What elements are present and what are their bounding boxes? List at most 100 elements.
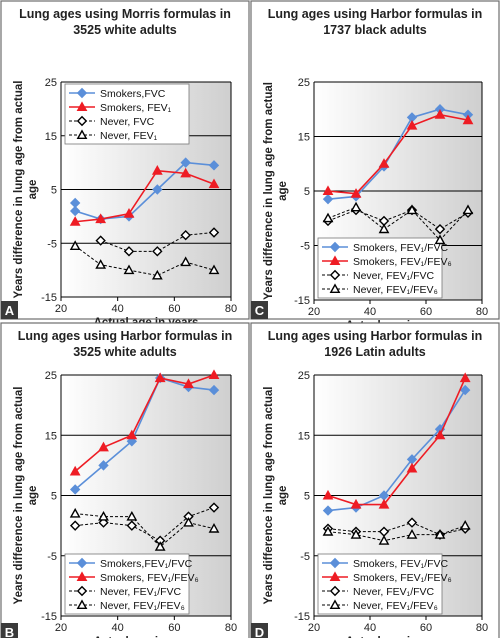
panel-C-series-1 [322, 109, 474, 198]
panel-C-title-line: Lung ages using Harbor formulas in [268, 7, 483, 21]
panel-D-series-0-point [460, 384, 471, 396]
panel-A-series-2-point [95, 235, 106, 246]
panel-C-legend-swatch-marker [329, 283, 341, 294]
panel-A-series-1-point [180, 167, 192, 178]
panel-D-legend-swatch-marker [329, 571, 341, 582]
panel-D-legend-label: Never, FEV₁/FEV₆ [353, 600, 438, 612]
panel-A-legend-swatch-marker [76, 129, 88, 140]
panel-D-letter-badge [251, 623, 268, 638]
panel-C-series-1-point [434, 109, 446, 119]
panel-B-series-3-point [154, 541, 166, 551]
panel-C-legend-label: Smokers, FEV₁/FVC [353, 242, 449, 254]
panel-A-series-3-point [123, 264, 135, 275]
panel-D-x-tick-label: 20 [308, 622, 320, 634]
panel-A-letter: A [5, 303, 15, 318]
panel-A-y-tick-label: -5 [47, 238, 57, 250]
panel-B-y-axis-label-line: age [27, 486, 39, 506]
panel-D-y-tick-label: 15 [298, 430, 310, 442]
panel-A: Lung ages using Morris formulas in 3525 w… [0, 0, 250, 329]
panel-A-y-tick-label: -15 [41, 292, 57, 304]
panel-C-legend-label: Never, FEV₁/FEV₆ [353, 284, 438, 296]
panel-B-x-axis-label: Actual age in years [94, 636, 199, 638]
panel-A-series-3-point [151, 269, 163, 280]
panel-B-y-tick-label: -5 [47, 551, 57, 563]
panel-C-letter-badge [251, 301, 268, 319]
panel-D-legend-label: Smokers, FEV₁/FEV₆ [353, 572, 452, 584]
panel-A-legend-swatch-marker [76, 87, 88, 99]
panel-D-letter: D [255, 625, 264, 638]
panel-B-y-tick-label: 15 [45, 430, 57, 442]
panel-D-series-1-line [327, 377, 466, 506]
panel-D-title-line: Lung ages using Harbor formulas in [268, 329, 483, 343]
panel-D-series-2-point [406, 517, 418, 528]
panel-D-y-tick-label: 25 [298, 370, 310, 382]
panel-C-series-3-point [378, 223, 390, 234]
panel-A-series-2 [95, 227, 220, 257]
panel-B-series-0-point [98, 460, 109, 471]
panel-A-x-tick-label: 60 [168, 303, 180, 315]
panel-C-y-axis-label-line: Years difference in lung age from actual [263, 82, 275, 300]
panel-C-series-3-point [434, 234, 446, 245]
panel-B-series-0-point [69, 484, 81, 495]
panel-B-y-tick-label: -15 [41, 611, 57, 623]
panel-D-legend-label: Never, FEV₁/FVC [353, 586, 435, 598]
panel-C-series-1-point [462, 114, 474, 125]
panel-B-series-2-point [69, 520, 81, 531]
panel-B-title-line: Lung ages using Harbor formulas in [18, 329, 233, 343]
panel-D-series-3-line [327, 525, 466, 542]
panel-D-series-1 [322, 372, 471, 509]
panel-C-legend-label: Never, FEV₁/FVC [353, 270, 435, 282]
panel-D-series-3-point [378, 535, 390, 545]
panel-B-series-1-point [183, 378, 194, 389]
panel-C-series-1-point [406, 119, 418, 130]
panel-D-series-3-point [459, 519, 471, 530]
panel-B-legend-swatch-marker [76, 585, 88, 597]
panel-A-series-2-point [123, 246, 135, 257]
panel-C-series-3-line [327, 206, 469, 241]
panel-D-y-tick-label: -5 [300, 551, 310, 563]
panel-C-y-axis-label-line: age [277, 181, 289, 201]
panel-B-series-2-point [126, 520, 138, 531]
panel-A-legend-label: Never, FVC [100, 116, 155, 128]
panel-D-title-line: 1926 Latin adults [324, 345, 425, 359]
panel-D-legend-label: Smokers, FEV₁/FVC [353, 558, 449, 570]
panel-B-x-tick-label: 60 [168, 622, 180, 634]
panel-C-legend-swatch-marker [329, 241, 341, 253]
panel-B-series-1-point [208, 369, 220, 380]
panel-D-series-1-point [378, 498, 390, 509]
panel-A-series-3-point [208, 264, 220, 275]
panel-C-series-3-point [406, 204, 418, 215]
panel-A-series-1-point [69, 216, 81, 226]
panel-B-series-3 [69, 507, 220, 551]
panel-D: Lung ages using Harbor formulas in 1926 L… [250, 322, 500, 638]
panel-A-y-axis-label-line: age [27, 180, 39, 200]
panel-A-series-1-point [95, 213, 107, 224]
panel-A-series-1-point [208, 178, 220, 189]
panel-C-series-2-point [434, 223, 446, 235]
panel-C-legend-swatch-marker [329, 255, 341, 266]
panel-C-y-tick-label: 15 [298, 132, 310, 144]
panel-A-legend-label: Smokers, FEV₁ [100, 102, 172, 114]
panel-A-letter-badge [1, 301, 18, 319]
panel-B-legend-swatch-marker [76, 557, 88, 569]
panel-B-series-2-point [208, 502, 220, 513]
panel-B-x-tick-label: 20 [55, 622, 67, 634]
panel-C-y-tick-label: 25 [298, 77, 310, 89]
panel-B-legend-swatch-marker [76, 599, 88, 610]
panel-A-legend-swatch-marker [76, 115, 88, 127]
panel-D-x-tick-label: 40 [364, 622, 376, 634]
panel-D-x-axis-label: Actual age in years [346, 636, 451, 638]
panel-B-series-3-point [98, 510, 109, 521]
panel-C-legend-label: Smokers, FEV₁/FEV₆ [353, 256, 452, 268]
panel-A-series-0-point [152, 184, 163, 195]
panel-B-series-1-point [126, 429, 138, 440]
panel-B-series-3-line [75, 513, 215, 548]
panel-A-y-tick-label: 15 [45, 131, 57, 143]
panel-C-y-tick-label: 5 [304, 186, 310, 198]
panel-B-series-2-line [75, 507, 215, 542]
panel-C-legend-swatch-marker [329, 269, 341, 281]
panel-B-y-tick-label: 5 [51, 491, 57, 503]
panel-D-y-axis-label-line: age [277, 486, 289, 506]
panel-D-legend-swatch-marker [329, 585, 341, 597]
panel-A-legend-label: Never, FEV₁ [100, 130, 158, 142]
